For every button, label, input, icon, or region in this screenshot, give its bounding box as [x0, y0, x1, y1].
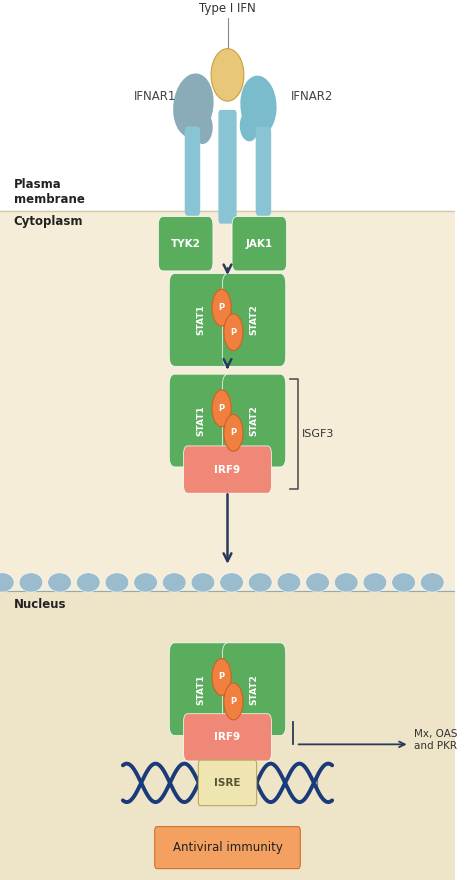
Text: P: P — [219, 672, 225, 681]
Ellipse shape — [163, 573, 186, 592]
Bar — [0, 5, 455, 210]
Ellipse shape — [212, 658, 231, 695]
Text: ISRE: ISRE — [214, 778, 241, 788]
FancyBboxPatch shape — [232, 216, 287, 271]
Text: STAT2: STAT2 — [250, 405, 259, 436]
Text: IFNAR2: IFNAR2 — [291, 91, 334, 103]
Text: Mx, OAS
and PKR: Mx, OAS and PKR — [414, 730, 458, 751]
FancyBboxPatch shape — [222, 642, 286, 736]
Text: Antiviral immunity: Antiviral immunity — [172, 841, 282, 854]
FancyBboxPatch shape — [222, 374, 286, 467]
Ellipse shape — [192, 111, 212, 144]
Ellipse shape — [248, 573, 272, 592]
Text: IRF9: IRF9 — [214, 465, 240, 474]
FancyBboxPatch shape — [169, 274, 233, 366]
Text: STAT1: STAT1 — [196, 304, 206, 335]
Ellipse shape — [19, 573, 43, 592]
Ellipse shape — [191, 573, 215, 592]
Ellipse shape — [0, 573, 14, 592]
Ellipse shape — [240, 110, 259, 142]
Text: P: P — [230, 429, 236, 437]
FancyBboxPatch shape — [222, 274, 286, 366]
Text: P: P — [230, 697, 236, 706]
Ellipse shape — [212, 290, 231, 326]
Text: Nucleus: Nucleus — [14, 598, 66, 612]
Text: P: P — [219, 404, 225, 413]
FancyBboxPatch shape — [256, 127, 271, 216]
Ellipse shape — [363, 573, 387, 592]
Text: STAT1: STAT1 — [196, 405, 206, 436]
FancyBboxPatch shape — [184, 714, 271, 761]
Ellipse shape — [211, 48, 244, 101]
FancyBboxPatch shape — [158, 216, 213, 271]
Ellipse shape — [76, 573, 100, 592]
FancyBboxPatch shape — [184, 446, 271, 493]
Ellipse shape — [105, 573, 129, 592]
Text: STAT2: STAT2 — [250, 674, 259, 705]
Text: TYK2: TYK2 — [171, 238, 200, 249]
Ellipse shape — [220, 573, 243, 592]
Text: ISGF3: ISGF3 — [302, 429, 334, 439]
FancyBboxPatch shape — [155, 826, 300, 869]
Ellipse shape — [224, 683, 243, 720]
Ellipse shape — [240, 76, 276, 136]
Text: STAT1: STAT1 — [196, 674, 206, 705]
FancyBboxPatch shape — [169, 642, 233, 736]
Ellipse shape — [420, 573, 444, 592]
Text: Cytoplasm: Cytoplasm — [14, 215, 83, 228]
Ellipse shape — [306, 573, 329, 592]
Text: P: P — [219, 304, 225, 312]
Ellipse shape — [48, 573, 71, 592]
Ellipse shape — [212, 390, 231, 427]
Ellipse shape — [335, 573, 358, 592]
FancyBboxPatch shape — [185, 127, 200, 216]
Text: Type I IFN: Type I IFN — [199, 3, 256, 15]
Text: P: P — [230, 327, 236, 337]
Ellipse shape — [134, 573, 158, 592]
Bar — [0, 591, 455, 880]
Bar — [0, 210, 455, 591]
Ellipse shape — [224, 414, 243, 451]
Ellipse shape — [224, 314, 243, 350]
Ellipse shape — [173, 73, 213, 137]
Text: IFNAR1: IFNAR1 — [134, 91, 177, 103]
Text: STAT2: STAT2 — [250, 304, 259, 335]
Text: IRF9: IRF9 — [214, 732, 240, 743]
FancyBboxPatch shape — [199, 760, 257, 805]
Text: Plasma
membrane: Plasma membrane — [14, 178, 84, 206]
FancyBboxPatch shape — [169, 374, 233, 467]
Ellipse shape — [392, 573, 415, 592]
Text: JAK1: JAK1 — [246, 238, 273, 249]
Ellipse shape — [277, 573, 301, 592]
FancyBboxPatch shape — [219, 110, 237, 224]
